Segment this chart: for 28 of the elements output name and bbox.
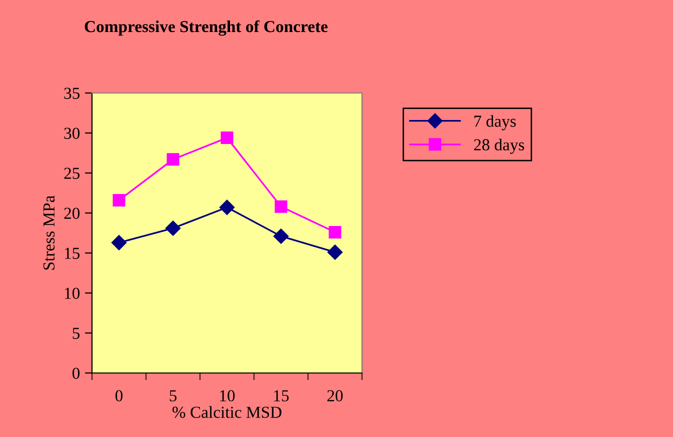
y-tick-label: 15 bbox=[64, 248, 80, 259]
point bbox=[328, 226, 342, 238]
y-tick-label: 35 bbox=[64, 88, 80, 99]
point bbox=[112, 194, 126, 206]
y-tick-label: 0 bbox=[72, 368, 80, 379]
point bbox=[219, 200, 235, 215]
point bbox=[220, 132, 234, 144]
chart-title: Compressive Strenght of Concrete bbox=[84, 20, 328, 36]
y-tick-label: 30 bbox=[64, 128, 80, 139]
y-axis-title: Stress MPa bbox=[43, 195, 55, 270]
legend-label: 28 days bbox=[474, 138, 524, 154]
point bbox=[111, 235, 127, 250]
point bbox=[274, 200, 288, 213]
legend-label: 7 days bbox=[474, 115, 516, 130]
x-tick-label: 15 bbox=[274, 390, 289, 402]
point bbox=[165, 220, 181, 236]
y-tick-label: 20 bbox=[64, 208, 80, 219]
x-tick-label: 5 bbox=[170, 390, 177, 402]
point bbox=[273, 228, 289, 244]
x-axis-title: % Calcitic MSD bbox=[172, 406, 282, 418]
y-tick-label: 10 bbox=[64, 288, 80, 299]
point bbox=[166, 153, 180, 166]
y-tick-label: 25 bbox=[64, 168, 80, 179]
point bbox=[327, 244, 343, 260]
y-tick-label: 5 bbox=[72, 328, 80, 339]
x-tick-label: 0 bbox=[115, 390, 123, 402]
x-tick-label: 10 bbox=[220, 390, 235, 402]
x-tick-label: 20 bbox=[327, 390, 343, 402]
